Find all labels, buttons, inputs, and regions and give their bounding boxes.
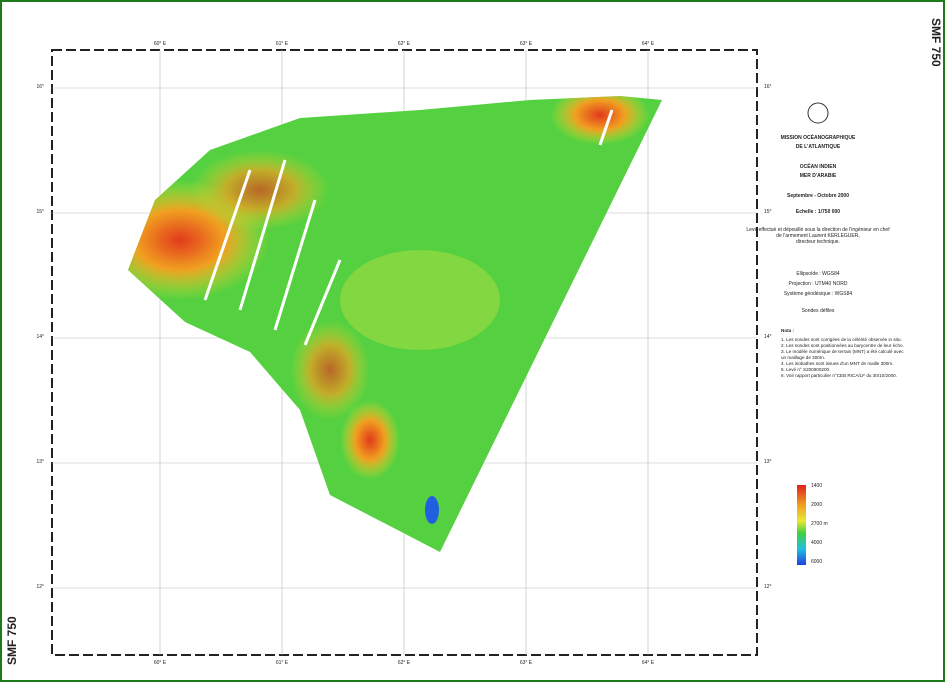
region: MER D'ARABIE bbox=[800, 173, 837, 179]
credit: directeur technique. bbox=[796, 239, 840, 245]
note: 2. Les sondes sont positionnées au baryc… bbox=[781, 343, 904, 348]
lon-label: 62° E bbox=[398, 41, 411, 47]
lat-label: 12° bbox=[764, 584, 772, 590]
notes: 1. Les sondes sont corrigées de la célér… bbox=[781, 337, 904, 378]
credit: Levé effectué et dépouillé sous la direc… bbox=[746, 227, 890, 233]
title: DE L'ATLANTIQUE bbox=[796, 144, 841, 150]
lon-label: 60° E bbox=[154, 41, 167, 47]
lat-label: 13° bbox=[764, 459, 772, 465]
region: OCÉAN INDIEN bbox=[800, 162, 837, 170]
lon-label: 62° E bbox=[398, 660, 411, 666]
coordinates: 60° E 60° E 61° E 61° E 62° E 62° E 63° E 63° E… bbox=[36, 41, 771, 666]
legend-label: 2000 bbox=[811, 502, 822, 508]
lon-label: 60° E bbox=[154, 660, 167, 666]
geodesy: Système géodésique : WGS84 bbox=[784, 291, 853, 297]
lon-label: 63° E bbox=[520, 660, 533, 666]
sheet-id: SMF 750 bbox=[5, 616, 19, 665]
notes-title: Nota : bbox=[781, 328, 794, 333]
depth-scale bbox=[797, 485, 806, 565]
lon-label: 64° E bbox=[642, 660, 655, 666]
lon-label: 61° E bbox=[276, 41, 289, 47]
survey-area bbox=[128, 96, 662, 552]
note: 6. Voir rapport particulier n°CEB RICA/L… bbox=[781, 373, 897, 378]
logo bbox=[807, 102, 829, 124]
lat-label: 16° bbox=[36, 84, 44, 90]
lat-label: 15° bbox=[764, 209, 772, 215]
lat-label: 14° bbox=[764, 334, 772, 340]
legend-label: 4000 bbox=[811, 540, 822, 546]
lat-label: 14° bbox=[36, 334, 44, 340]
lat-label: 13° bbox=[36, 459, 44, 465]
note: 4. Les isobathes sont issues d'un MNT de… bbox=[781, 361, 893, 366]
note: 5. Levé n° S200900200. bbox=[781, 367, 830, 372]
geodesy: Ellipsoïde : WGS84 bbox=[796, 271, 840, 277]
geodesy: Projection : UTM40 NORD bbox=[789, 281, 848, 287]
legend-label: 6000 bbox=[811, 559, 822, 565]
title: MISSION OCÉANOGRAPHIQUE bbox=[781, 133, 856, 141]
lon-label: 61° E bbox=[276, 660, 289, 666]
credit: de l'armement Laurent KERLEGUER, bbox=[776, 233, 860, 239]
legend: 1400 2000 2700 m 4000 6000 bbox=[811, 483, 828, 565]
lon-label: 63° E bbox=[520, 41, 533, 47]
lat-label: 12° bbox=[36, 584, 44, 590]
sheet-id: SMF 750 bbox=[929, 18, 943, 67]
date: Septembre - Octobre 2000 bbox=[787, 193, 849, 199]
lat-label: 15° bbox=[36, 209, 44, 215]
note: un maillage de 300m. bbox=[781, 355, 825, 360]
lon-label: 64° E bbox=[642, 41, 655, 47]
note: 1. Les sondes sont corrigées de la célér… bbox=[781, 337, 902, 342]
lat-label: 16° bbox=[764, 84, 772, 90]
map-frame bbox=[51, 49, 758, 656]
note: 3. Le modèle numérique de terrain (MNT) … bbox=[781, 349, 904, 354]
scale: Echelle : 1/750 000 bbox=[796, 209, 840, 215]
legend-label: 1400 bbox=[811, 483, 822, 489]
legend-label: 2700 m bbox=[811, 521, 828, 527]
soundings: Sondes défiles bbox=[802, 308, 835, 314]
